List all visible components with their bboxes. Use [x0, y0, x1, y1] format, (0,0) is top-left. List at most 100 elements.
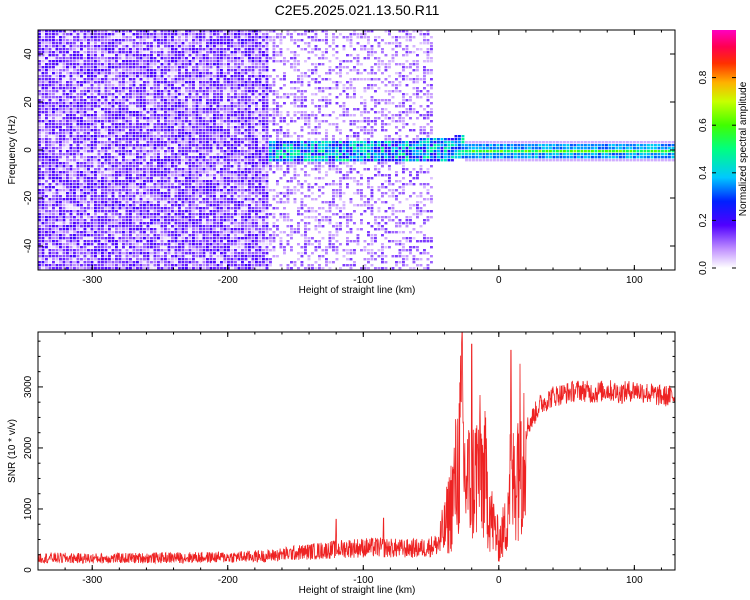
spectrogram-cell: [167, 138, 171, 141]
spectrogram-cell: [45, 267, 48, 270]
spectrogram-cell: [153, 153, 157, 156]
spectrogram-cell: [62, 69, 66, 72]
spectrogram-cell: [136, 195, 139, 198]
spectrogram-cell: [66, 30, 69, 33]
spectrogram-cell: [244, 168, 248, 171]
spectrogram-cell: [206, 36, 209, 39]
spectrogram-cell: [129, 258, 132, 261]
spectrogram-cell: [157, 75, 160, 78]
spectrogram-cell: [129, 63, 132, 66]
spectrogram-cell: [122, 168, 125, 171]
spectrogram-cell: [220, 120, 223, 123]
spectrogram-cell: [153, 156, 157, 159]
spectrogram-cell: [62, 84, 66, 87]
spectrogram-cell: [216, 204, 220, 207]
spectrogram-cell: [227, 123, 230, 126]
spectrogram-cell: [227, 168, 230, 171]
spectrogram-cell: [90, 210, 94, 213]
spectrogram-cell: [206, 135, 209, 138]
spectrogram-cell: [244, 219, 248, 222]
spectrogram-cell: [80, 42, 83, 45]
spectrogram-cell: [206, 48, 209, 51]
spectrogram-cell: [136, 75, 139, 78]
spectrogram-cell: [237, 90, 241, 93]
spectrogram-cell: [115, 201, 118, 204]
spectrogram-cell: [185, 249, 188, 252]
spectrogram-cell: [59, 168, 62, 171]
spectrogram-cell: [80, 84, 83, 87]
spectrogram-cell: [69, 105, 73, 108]
spectrogram-cell: [209, 90, 213, 93]
spectrogram-cell: [160, 195, 164, 198]
spectrogram-cell: [234, 54, 237, 57]
spectrogram-cell: [216, 81, 220, 84]
spectrogram-cell: [118, 261, 122, 264]
spectrogram-cell: [227, 198, 230, 201]
spectrogram-cell: [171, 99, 174, 102]
spectrogram-cell: [206, 177, 209, 180]
spectrogram-cell: [199, 66, 202, 69]
spectrogram-cell: [38, 144, 41, 147]
spectrogram-cell: [241, 81, 244, 84]
spectrogram-cell: [76, 30, 80, 33]
spectrogram-cell: [192, 264, 195, 267]
spectrogram-cell: [118, 96, 122, 99]
spectrogram-cell: [55, 258, 59, 261]
spectrogram-cell: [62, 234, 66, 237]
spectrogram-cell: [136, 225, 139, 228]
spectrogram-cell: [118, 171, 122, 174]
spectrogram-cell: [206, 99, 209, 102]
spectrogram-cell: [94, 135, 97, 138]
spectrogram-cell: [111, 132, 115, 135]
spectrogram-cell: [69, 135, 73, 138]
spectrogram-cell: [195, 174, 199, 177]
spectrogram-cell: [125, 258, 129, 261]
spectrogram-cell: [122, 99, 125, 102]
spectrogram-cell: [241, 168, 244, 171]
spectrogram-cell: [171, 177, 174, 180]
spectrogram-cell: [52, 114, 55, 117]
spectrogram-cell: [171, 138, 174, 141]
spectrogram-cell: [199, 99, 202, 102]
spectrogram-cell: [87, 96, 90, 99]
spectrogram-cell: [188, 78, 192, 81]
spectrogram-cell: [83, 246, 87, 249]
spectrogram-cell: [181, 228, 185, 231]
spectrogram-cell: [97, 153, 101, 156]
spectrogram-cell: [171, 162, 174, 165]
spectrogram-cell: [248, 243, 251, 246]
spectrogram-cell: [66, 150, 69, 153]
spectrogram-cell: [104, 162, 108, 165]
spectrogram-cell: [248, 207, 251, 210]
spectrogram-cell: [38, 183, 41, 186]
spectrogram-cell: [216, 213, 220, 216]
spectrogram-cell: [251, 141, 255, 144]
spectrogram-cell: [59, 30, 62, 33]
spectrogram-cell: [132, 132, 136, 135]
spectrogram-cell: [59, 132, 62, 135]
spectrogram-cell: [220, 75, 223, 78]
spectrogram-cell: [104, 156, 108, 159]
spectrogram-cell: [223, 258, 227, 261]
spectrogram-cell: [251, 174, 255, 177]
spectrogram-cell: [150, 153, 153, 156]
spectrogram-cell: [164, 240, 167, 243]
spectrogram-cell: [216, 144, 220, 147]
spectrogram-cell: [97, 174, 101, 177]
spectrogram-cell: [202, 264, 206, 267]
spectrogram-cell: [244, 33, 248, 36]
spectrogram-cell: [80, 195, 83, 198]
spectrogram-cell: [122, 54, 125, 57]
spectrogram-cell: [195, 141, 199, 144]
spectrogram-cell: [48, 36, 52, 39]
spectrogram-cell: [230, 264, 234, 267]
spectrogram-cell: [227, 129, 230, 132]
spectrogram-cell: [150, 120, 153, 123]
spectrogram-cell: [97, 69, 101, 72]
spectrogram-cell: [167, 168, 171, 171]
spectrogram-cell: [76, 204, 80, 207]
spectrogram-cell: [230, 147, 234, 150]
spectrogram-cell: [90, 66, 94, 69]
spectrogram-cell: [69, 222, 73, 225]
spectrogram-cell: [83, 213, 87, 216]
